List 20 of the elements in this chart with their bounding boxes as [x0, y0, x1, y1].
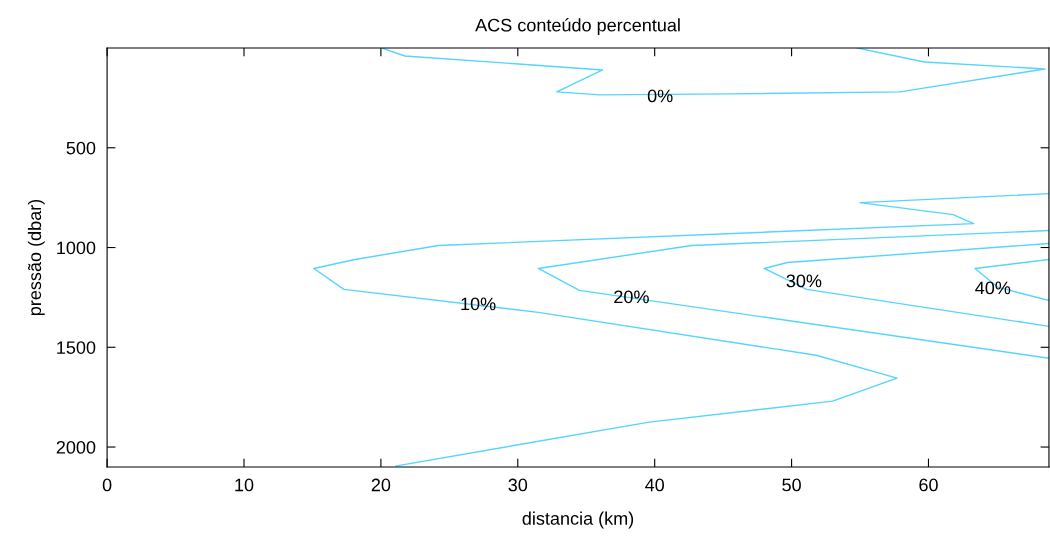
- line-series: [537, 229, 1049, 359]
- y-tick-label: 500: [66, 141, 96, 155]
- x-tick-label: 30: [508, 478, 528, 492]
- annotation: 30%: [786, 274, 822, 288]
- chart-title: ACS conteúdo percentual: [475, 18, 680, 36]
- annotation: 40%: [975, 281, 1011, 295]
- x-tick-label: 20: [371, 478, 391, 492]
- x-tick-label: 40: [645, 478, 665, 492]
- x-tick-label: 50: [782, 478, 801, 492]
- y-tick-label: 1000: [57, 241, 96, 255]
- x-tick-label: 10: [235, 478, 254, 492]
- x-tick-label: 0: [102, 478, 112, 492]
- x-axis-title: distancia (km): [522, 511, 634, 529]
- y-tick-label: 1500: [57, 341, 96, 354]
- x-tick-label: 60: [919, 478, 938, 492]
- line-series: [974, 258, 1049, 302]
- y-tick-label: 2000: [56, 440, 96, 454]
- line-series: [763, 242, 1049, 328]
- line-series: [313, 192, 1049, 467]
- y-axis-title: pressão (dbar): [27, 199, 45, 316]
